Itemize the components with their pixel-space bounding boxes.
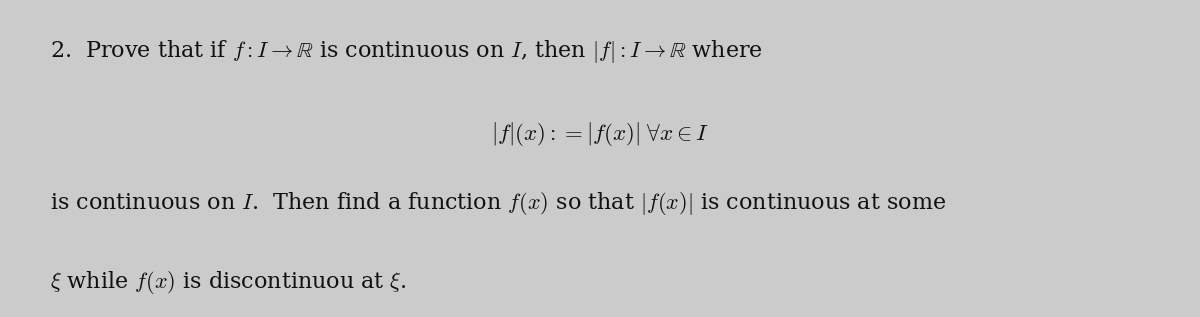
Text: 2.  Prove that if $f: I \rightarrow \mathbb{R}$ is continuous on $I$, then $|f|:: 2. Prove that if $f: I \rightarrow \math…: [50, 38, 763, 65]
Text: is continuous on $I$.  Then find a function $f(x)$ so that $|f(x)|$ is continuou: is continuous on $I$. Then find a functi…: [50, 190, 947, 217]
Text: $\xi$ while $f(x)$ is discontinuou at $\xi$.: $\xi$ while $f(x)$ is discontinuou at $\…: [50, 269, 407, 296]
Text: $|f|(x) := |f(x)|\; \forall x \in I$: $|f|(x) := |f(x)|\; \forall x \in I$: [491, 120, 709, 148]
